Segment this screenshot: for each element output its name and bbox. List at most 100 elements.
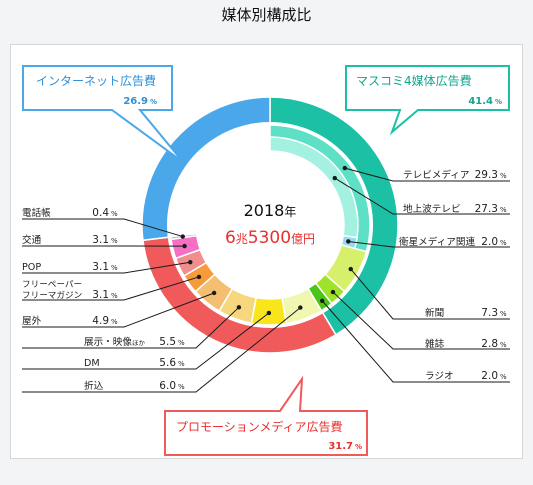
svg-text:3.1: 3.1 <box>92 234 109 246</box>
leader-line <box>332 291 510 350</box>
label-tv-media: テレビメディア 29.3 % <box>403 169 507 181</box>
callout-internet: インターネット広告費 26.9 % <box>22 65 184 163</box>
svg-text:2018年: 2018年 <box>244 201 297 220</box>
leader-dot <box>188 260 193 265</box>
svg-text:ラジオ: ラジオ <box>425 371 454 382</box>
svg-text:展示・映像ほか: 展示・映像ほか <box>84 336 145 348</box>
leader-dot <box>346 239 351 244</box>
leader-dot <box>211 290 217 296</box>
leader-line <box>22 312 270 370</box>
svg-text:5.6: 5.6 <box>159 357 176 369</box>
svg-text:5.5: 5.5 <box>159 336 176 348</box>
leader-line <box>22 307 301 393</box>
svg-text:2.0: 2.0 <box>481 370 498 382</box>
svg-text:7.3: 7.3 <box>481 307 498 319</box>
svg-text:電話帳: 電話帳 <box>22 207 51 219</box>
svg-text:%: % <box>178 383 185 391</box>
svg-text:6兆5300億円: 6兆5300億円 <box>225 228 315 248</box>
svg-text:3.1: 3.1 <box>92 261 109 273</box>
group-pct-unit: % <box>355 443 362 451</box>
svg-text:%: % <box>500 172 507 180</box>
svg-text:地上波テレビ: 地上波テレビ <box>403 203 461 215</box>
leader-line <box>22 306 240 349</box>
svg-text:%: % <box>111 318 118 326</box>
label-satellite: 衛星メディア関連 2.0 % <box>399 236 507 248</box>
svg-text:交通: 交通 <box>22 234 42 246</box>
group-pct: 41.4 <box>468 96 493 107</box>
center-disc <box>197 152 343 298</box>
total-b: 5300 <box>248 228 291 248</box>
group-pct: 26.9 <box>123 96 148 107</box>
leader-line <box>22 218 183 238</box>
svg-text:%: % <box>178 360 185 368</box>
leader-lines <box>22 165 510 393</box>
svg-text:%: % <box>178 339 185 347</box>
total-b-unit: 億円 <box>291 232 315 246</box>
svg-text:4.9: 4.9 <box>92 315 109 327</box>
leader-dot <box>196 274 202 280</box>
svg-text:フリーペーパー: フリーペーパー <box>22 279 82 290</box>
svg-text:%: % <box>111 210 118 218</box>
group-pct-unit: % <box>150 98 157 106</box>
svg-text:POP: POP <box>22 262 41 273</box>
total-a: 6 <box>225 228 236 248</box>
label-freepaper: フリーペーパー フリーマガジン 3.1 % <box>22 279 118 301</box>
label-magazine: 雑誌 2.8 % <box>425 338 507 350</box>
group-name: プロモーションメディア広告費 <box>176 419 343 434</box>
group-name: インターネット広告費 <box>36 73 156 88</box>
svg-text:6.0: 6.0 <box>159 380 176 392</box>
leader-line <box>334 177 510 215</box>
svg-text:%: % <box>111 292 118 300</box>
label-terrestrial-tv: 地上波テレビ 27.3 % <box>403 203 507 215</box>
svg-text:新聞: 新聞 <box>425 307 444 319</box>
leader-line <box>350 268 510 320</box>
center-year: 2018 <box>244 201 285 220</box>
svg-text:%: % <box>111 264 118 272</box>
label-newspaper: 新聞 7.3 % <box>425 307 507 319</box>
svg-text:%: % <box>500 310 507 318</box>
svg-text:29.3: 29.3 <box>475 169 498 181</box>
svg-text:屋外: 屋外 <box>22 315 42 327</box>
svg-text:27.3: 27.3 <box>475 203 498 215</box>
center-total: 2018年 6兆5300億円 <box>225 201 315 248</box>
leader-line <box>348 240 510 248</box>
leader-dot <box>332 175 337 181</box>
leader-line <box>321 300 510 383</box>
svg-text:テレビメディア: テレビメディア <box>403 169 469 181</box>
svg-text:%: % <box>500 206 507 214</box>
callout-mass-media: マスコミ4媒体広告費 41.4 % <box>345 65 510 136</box>
svg-text:%: % <box>500 341 507 349</box>
svg-text:雑誌: 雑誌 <box>425 338 445 350</box>
leader-line <box>344 167 510 182</box>
svg-text:2.8: 2.8 <box>481 338 498 350</box>
svg-text:DM: DM <box>84 358 100 369</box>
svg-text:衛星メディア関連: 衛星メディア関連 <box>399 236 475 248</box>
label-phonebook: 電話帳 0.4 % <box>22 207 118 219</box>
label-exhibition: 展示・映像ほか 5.5 % <box>84 336 185 348</box>
svg-text:2.0: 2.0 <box>481 236 498 248</box>
svg-text:0.4: 0.4 <box>92 207 109 219</box>
label-transport: 交通 3.1 % <box>22 234 118 246</box>
svg-text:%: % <box>500 373 507 381</box>
label-inserts: 折込 6.0 % <box>84 380 185 392</box>
page-title: 媒体別構成比 <box>221 6 312 24</box>
callout-promotion: プロモーションメディア広告費 31.7 % <box>164 375 368 456</box>
leader-line <box>22 276 200 301</box>
center-year-unit: 年 <box>284 205 296 219</box>
svg-text:3.1: 3.1 <box>92 289 109 301</box>
svg-text:%: % <box>111 237 118 245</box>
group-name: マスコミ4媒体広告費 <box>356 73 472 88</box>
leader-line <box>22 261 191 274</box>
svg-text:折込: 折込 <box>84 380 104 392</box>
label-dm: DM 5.6 % <box>84 357 185 369</box>
leader-line <box>22 292 215 328</box>
total-a-unit: 兆 <box>236 232 248 246</box>
svg-text:フリーマガジン: フリーマガジン <box>22 290 82 301</box>
label-pop: POP 3.1 % <box>22 261 118 273</box>
svg-text:%: % <box>500 239 507 247</box>
label-outdoor: 屋外 4.9 % <box>22 315 118 327</box>
group-pct: 31.7 <box>328 441 353 452</box>
group-pct-unit: % <box>495 98 502 106</box>
label-radio: ラジオ 2.0 % <box>425 370 507 382</box>
